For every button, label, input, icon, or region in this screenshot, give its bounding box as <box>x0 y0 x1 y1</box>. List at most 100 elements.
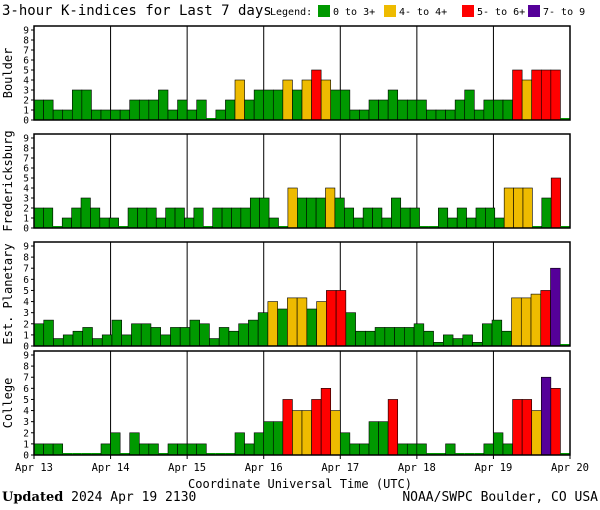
k-index-bar <box>406 443 418 456</box>
k-index-bar <box>339 89 351 121</box>
x-tick-label: Apr 18 <box>398 462 436 474</box>
y-tick-label: 3 <box>23 86 29 97</box>
k-index-bar <box>397 99 408 121</box>
k-index-bar <box>301 410 312 456</box>
k-index-bar <box>426 453 436 455</box>
k-index-bar <box>311 399 322 456</box>
k-index-bar <box>493 99 504 121</box>
y-tick-label: 5 <box>23 66 29 77</box>
k-index-bar <box>397 443 408 456</box>
k-index-bar <box>72 453 82 455</box>
k-index-bar <box>209 338 220 347</box>
k-index-bar <box>137 207 148 229</box>
x-tick-label: Apr 14 <box>92 462 130 474</box>
k-index-bar <box>292 410 303 456</box>
x-tick-label: Apr 16 <box>245 462 283 474</box>
y-tick-label: 8 <box>23 144 29 155</box>
k-index-bar <box>206 453 216 455</box>
k-index-bar <box>253 432 265 456</box>
k-index-bar <box>53 338 64 347</box>
k-index-bar <box>378 421 389 456</box>
k-index-bar <box>325 187 336 229</box>
k-index-bar <box>292 89 303 121</box>
k-index-bar <box>189 319 200 347</box>
k-index-bar <box>199 323 210 347</box>
k-index-bar <box>43 319 54 347</box>
k-index-bar <box>550 267 561 347</box>
k-index-bar <box>61 217 72 229</box>
k-index-bar <box>521 79 533 121</box>
k-index-bar <box>560 344 570 346</box>
k-index-bar <box>512 69 523 121</box>
y-tick-label: 4 <box>23 406 29 417</box>
k-index-bar <box>481 323 493 347</box>
y-tick-label: 3 <box>23 417 29 428</box>
k-index-bar <box>92 338 103 347</box>
k-index-bar <box>90 207 101 229</box>
k-index-bar <box>131 323 142 347</box>
k-index-bar <box>244 443 255 456</box>
k-index-bar <box>550 177 561 229</box>
k-index-bar <box>91 109 102 121</box>
k-index-bar <box>179 327 191 347</box>
y-tick-label: 2 <box>23 319 29 330</box>
k-index-bar <box>81 89 92 121</box>
y-tick-label: 7 <box>23 46 29 57</box>
k-index-bar <box>228 330 239 347</box>
k-index-bar <box>234 432 245 456</box>
k-index-bar <box>359 109 370 121</box>
y-tick-label: 0 <box>23 451 29 462</box>
k-index-bar <box>120 453 130 455</box>
k-index-bar <box>540 69 552 121</box>
k-index-bar <box>221 207 232 229</box>
chart-title: 3-hour K-indices for Last 7 days <box>2 3 272 19</box>
updated-stamp: Updated 2024 Apr 19 2130 <box>2 490 196 505</box>
k-index-bar <box>330 89 341 121</box>
k-index-bar <box>494 217 505 229</box>
k-index-bar <box>378 99 389 121</box>
k-index-bar <box>148 443 159 456</box>
k-index-bar <box>306 308 317 347</box>
k-index-bar <box>339 432 351 456</box>
k-index-bar <box>91 453 101 455</box>
k-index-bar <box>445 109 456 121</box>
k-index-bar <box>282 79 293 121</box>
k-index-bar <box>206 118 216 120</box>
y-tick-label: 6 <box>23 275 29 286</box>
k-index-bar <box>259 197 270 229</box>
panel-frame <box>33 350 571 456</box>
k-index-bar <box>475 207 486 229</box>
k-index-bar <box>455 453 465 455</box>
y-tick-label: 2 <box>23 96 29 107</box>
legend-item-label: 4- to 4+ <box>399 7 447 18</box>
k-index-bar <box>108 217 119 229</box>
y-tick-label: 7 <box>23 154 29 165</box>
k-index-chart: 3-hour K-indices for Last 7 days Legend:… <box>1 3 589 490</box>
k-index-bar <box>436 453 446 455</box>
k-index-bar <box>560 453 570 455</box>
k-index-bar <box>311 69 322 121</box>
k-index-bar <box>359 443 370 456</box>
k-index-bar <box>466 217 477 229</box>
k-index-bar <box>474 453 484 455</box>
k-index-bar <box>368 99 379 121</box>
k-index-bar <box>522 187 533 229</box>
k-index-bar <box>464 453 475 455</box>
k-index-bar <box>119 109 131 121</box>
k-index-bar <box>140 323 152 347</box>
k-index-bar <box>71 207 82 229</box>
k-index-bar <box>81 453 92 455</box>
k-index-bar <box>416 99 427 121</box>
k-index-bar <box>244 99 255 121</box>
k-index-bar <box>372 207 383 229</box>
y-tick-label: 9 <box>23 351 29 362</box>
panel-label: Boulder <box>1 48 15 99</box>
y-tick-label: 8 <box>23 36 29 47</box>
k-index-bar <box>349 443 360 456</box>
k-index-bar <box>110 432 121 456</box>
k-index-bar <box>502 443 513 456</box>
k-index-bar <box>33 443 44 456</box>
k-index-bar <box>150 327 161 347</box>
k-index-bar <box>257 312 269 347</box>
k-index-bar <box>193 207 204 229</box>
